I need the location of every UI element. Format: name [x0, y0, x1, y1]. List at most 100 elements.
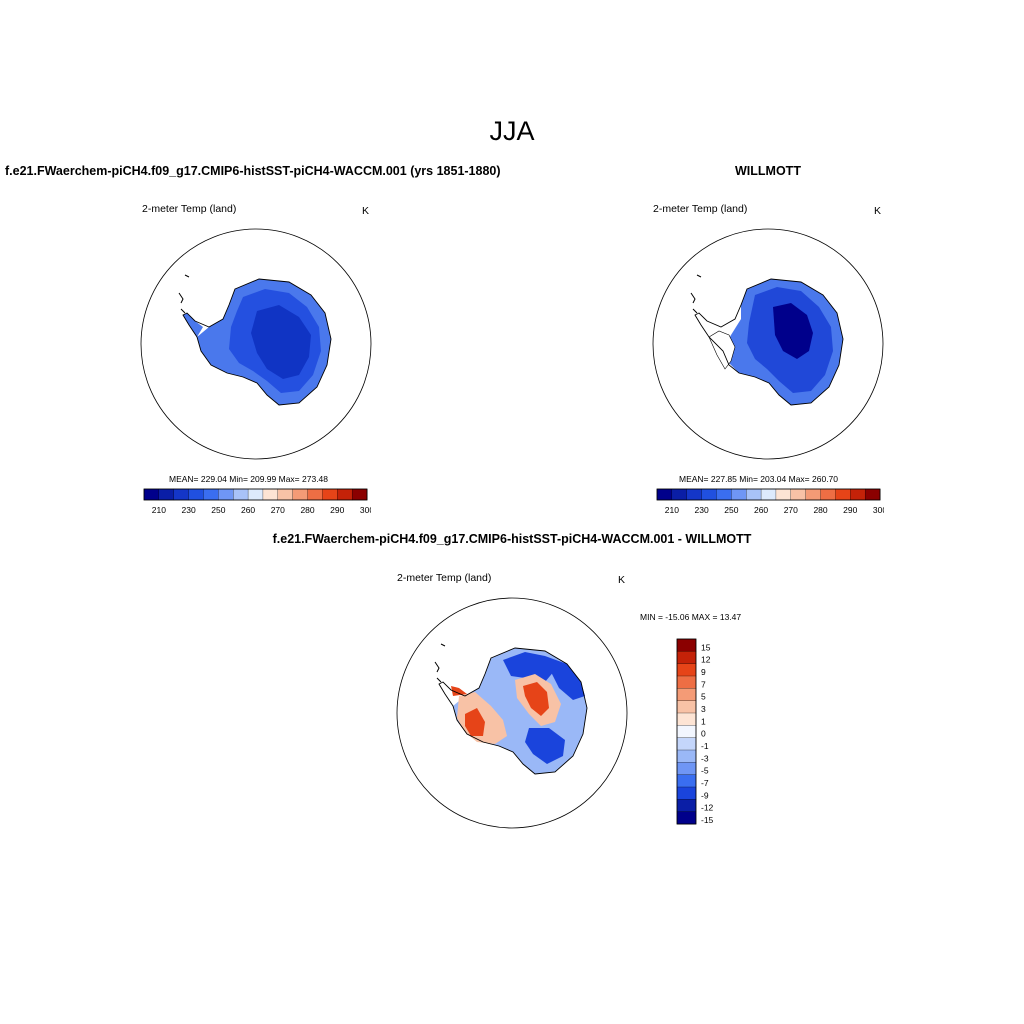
- diff-stats: MIN = -15.06 MAX = 13.47: [640, 612, 742, 622]
- colorbar-tick-label: -12: [701, 803, 714, 813]
- figure-title: JJA: [489, 116, 535, 146]
- colorbar-tick-label: 15: [701, 642, 711, 652]
- colorbar-swatch: [676, 774, 697, 788]
- colorbar-swatch: [676, 786, 697, 800]
- colorbar-swatch: [805, 488, 821, 501]
- diff-colorbar: 15 12 9 7 5 3 1 0 -1 -3 -5 -7 -9 -12 -15: [676, 638, 714, 825]
- obs-variable-label: 2-meter Temp (land): [653, 203, 748, 215]
- colorbar-swatch: [676, 762, 697, 776]
- colorbar-swatch: [716, 488, 732, 501]
- colorbar-swatch: [307, 488, 323, 501]
- colorbar-swatch: [233, 488, 249, 501]
- colorbar-swatch: [188, 488, 204, 501]
- colorbar-swatch: [173, 488, 190, 501]
- diff-variable-label: 2-meter Temp (land): [397, 572, 492, 584]
- model-stats: MEAN= 229.04 Min= 209.99 Max= 273.48: [169, 474, 329, 484]
- colorbar-swatch: [656, 488, 673, 501]
- colorbar-tick-label: -15: [701, 815, 714, 825]
- colorbar-swatch: [676, 737, 697, 751]
- colorbar-tick-label: -3: [701, 753, 709, 763]
- colorbar-tick-label: 250: [724, 505, 738, 515]
- obs-panel-title: WILLMOTT: [735, 164, 801, 178]
- colorbar-swatch: [676, 651, 697, 665]
- colorbar-swatch: [850, 488, 866, 501]
- colorbar-swatch: [351, 488, 368, 501]
- obs-antarctica-land: [690, 274, 844, 406]
- colorbar-tick-label: -5: [701, 766, 709, 776]
- model-colorbar: 210 230 250 260 270 280 290 300: [143, 488, 371, 515]
- obs-units-label: K: [874, 205, 882, 217]
- colorbar-swatch: [676, 712, 697, 726]
- colorbar-tick-label: 280: [813, 505, 827, 515]
- colorbar-tick-label: 230: [695, 505, 709, 515]
- colorbar-swatch: [686, 488, 703, 501]
- colorbar-swatch: [676, 799, 697, 813]
- colorbar-swatch: [676, 638, 697, 652]
- model-antarctica-land: [178, 274, 332, 406]
- colorbar-tick-label: 9: [701, 667, 706, 677]
- colorbar-swatch: [337, 488, 353, 501]
- colorbar-swatch: [143, 488, 160, 501]
- colorbar-swatch: [676, 688, 697, 702]
- colorbar-tick-label: 230: [182, 505, 196, 515]
- colorbar-swatch: [676, 675, 697, 689]
- colorbar-tick-label: 270: [784, 505, 798, 515]
- obs-stats: MEAN= 227.85 Min= 203.04 Max= 260.70: [679, 474, 839, 484]
- model-variable-label: 2-meter Temp (land): [142, 203, 237, 215]
- colorbar-swatch: [864, 488, 881, 501]
- colorbar-tick-label: 270: [271, 505, 285, 515]
- colorbar-swatch: [158, 488, 175, 501]
- diff-map-boundary: [396, 597, 628, 829]
- colorbar-tick-label: 0: [701, 729, 706, 739]
- model-map-boundary: [140, 228, 372, 460]
- colorbar-swatch: [790, 488, 807, 501]
- obs-colorbar: 210 230 250 260 270 280 290 300: [656, 488, 884, 515]
- colorbar-swatch: [676, 725, 697, 739]
- colorbar-swatch: [262, 488, 279, 501]
- colorbar-tick-label: 3: [701, 704, 706, 714]
- colorbar-swatch: [701, 488, 717, 501]
- colorbar-tick-label: 260: [754, 505, 768, 515]
- diff-units-label: K: [618, 574, 626, 586]
- model-polar-map: [140, 228, 372, 460]
- colorbar-swatch: [760, 488, 777, 501]
- colorbar-tick-label: 12: [701, 655, 711, 665]
- colorbar-swatch: [731, 488, 747, 501]
- diff-panel-title: f.e21.FWaerchem-piCH4.f09_g17.CMIP6-hist…: [272, 532, 752, 546]
- colorbar-swatch: [676, 811, 697, 825]
- colorbar-swatch: [746, 488, 762, 501]
- colorbar-swatch: [247, 488, 264, 501]
- colorbar-swatch: [218, 488, 234, 501]
- colorbar-swatch: [835, 488, 851, 501]
- colorbar-swatch: [820, 488, 836, 501]
- colorbar-swatch: [203, 488, 219, 501]
- colorbar-tick-label: 300: [873, 505, 884, 515]
- colorbar-tick-label: -1: [701, 741, 709, 751]
- colorbar-swatch: [322, 488, 338, 501]
- colorbar-tick-label: -9: [701, 790, 709, 800]
- colorbar-tick-label: 250: [211, 505, 225, 515]
- colorbar-swatch: [676, 663, 697, 677]
- colorbar-tick-label: 1: [701, 716, 706, 726]
- model-units-label: K: [362, 205, 370, 217]
- colorbar-swatch: [671, 488, 688, 501]
- obs-polar-map: [652, 228, 884, 460]
- model-panel-title: f.e21.FWaerchem-piCH4.f09_g17.CMIP6-hist…: [5, 164, 501, 178]
- colorbar-swatch: [676, 700, 697, 714]
- colorbar-tick-label: 5: [701, 692, 706, 702]
- colorbar-tick-label: 290: [843, 505, 857, 515]
- colorbar-tick-label: 290: [330, 505, 344, 515]
- colorbar-swatch: [775, 488, 792, 501]
- colorbar-tick-label: 260: [241, 505, 255, 515]
- obs-map-boundary: [652, 228, 884, 460]
- colorbar-swatch: [277, 488, 294, 501]
- colorbar-tick-label: 280: [300, 505, 314, 515]
- diff-antarctica-land: [434, 643, 588, 775]
- colorbar-tick-label: -7: [701, 778, 709, 788]
- colorbar-swatch: [292, 488, 308, 501]
- diff-polar-map: [396, 597, 628, 829]
- colorbar-tick-label: 210: [665, 505, 679, 515]
- colorbar-swatch: [676, 749, 697, 763]
- colorbar-tick-label: 210: [152, 505, 166, 515]
- colorbar-tick-label: 300: [360, 505, 371, 515]
